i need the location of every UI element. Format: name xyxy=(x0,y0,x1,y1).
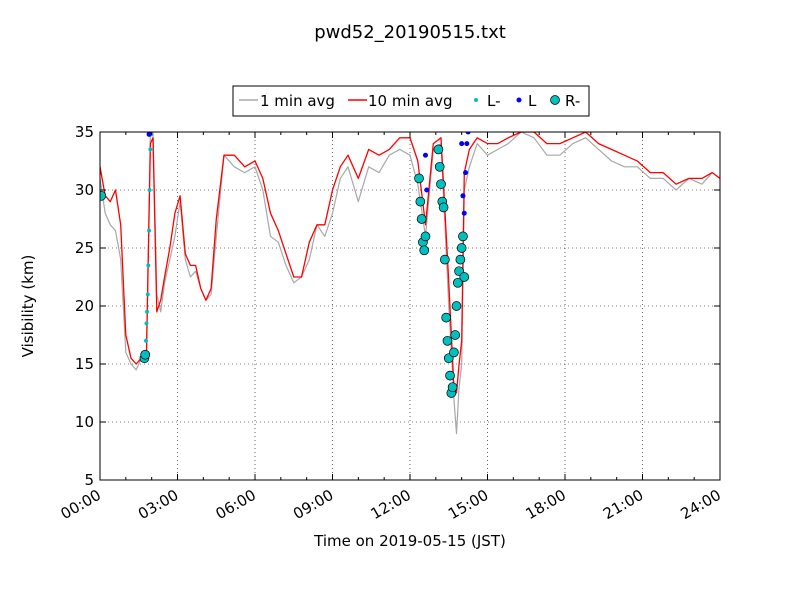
x-tick-label: 15:00 xyxy=(445,486,491,523)
series-l-point xyxy=(146,132,152,137)
series-r-minus-point xyxy=(434,161,445,172)
legend-box xyxy=(232,85,590,117)
y-tick-label: 10 xyxy=(75,413,94,431)
series-r-minus-point xyxy=(436,179,446,190)
series-l-point xyxy=(460,193,466,199)
legend-label-rminus: R- xyxy=(565,92,580,110)
series-r-minus-point xyxy=(442,335,453,346)
series-r-minus-point xyxy=(452,277,463,288)
legend-swatch-lminus xyxy=(474,98,478,102)
series-r-minus-point xyxy=(456,243,467,253)
series-l-minus-point xyxy=(145,309,150,314)
series-r-minus-point xyxy=(445,370,455,381)
x-tick-label: 24:00 xyxy=(678,486,724,523)
x-tick-label: 12:00 xyxy=(368,486,414,523)
series-r-minus-point xyxy=(420,231,431,242)
legend-swatch-rminus xyxy=(550,95,560,105)
series-r-minus-point xyxy=(447,382,458,393)
series-r-minus-point xyxy=(455,254,466,265)
plot-area xyxy=(100,132,720,435)
series-l-minus-point xyxy=(145,292,150,297)
series-l-minus-point xyxy=(146,263,151,268)
series-r-minus-point xyxy=(100,190,107,201)
series-r-minus-point xyxy=(433,144,444,155)
series-l-point xyxy=(423,152,428,158)
series-l-point xyxy=(464,141,470,147)
chart-title: pwd52_20190515.txt xyxy=(314,22,506,43)
x-tick-label: 09:00 xyxy=(290,486,336,523)
series-r-minus xyxy=(100,144,470,398)
series-l-point xyxy=(463,170,469,176)
series-r-minus-point xyxy=(459,272,470,282)
grid xyxy=(100,132,720,480)
series-l-point xyxy=(424,187,430,193)
series-r-minus-point xyxy=(449,347,459,358)
series-r-minus-point xyxy=(415,196,426,207)
series-r-minus-point xyxy=(419,245,430,256)
y-tick-label: 5 xyxy=(84,471,94,489)
series-r-minus-point xyxy=(438,202,449,213)
legend-label-lminus: L- xyxy=(487,92,501,110)
series-l-point xyxy=(461,210,467,216)
series-l-minus-point xyxy=(148,147,153,152)
tick-labels: 00:00 03:00 06:00 09:00 12:00 15:00 18:00 21:00… xyxy=(58,123,724,523)
series-r-minus-point xyxy=(414,173,424,184)
y-tick-label: 25 xyxy=(75,239,94,257)
legend-label-10min: 10 min avg xyxy=(368,92,453,110)
series-r-minus-point xyxy=(441,312,452,323)
series-r-minus-point xyxy=(416,214,427,224)
series-l-point xyxy=(459,141,465,147)
series-l-point xyxy=(465,132,471,135)
x-tick-label: 18:00 xyxy=(523,486,569,523)
y-tick-label: 35 xyxy=(75,123,94,141)
x-tick-label: 03:00 xyxy=(135,486,181,523)
legend: 1 min avg 10 min avg L- L R- xyxy=(232,85,590,117)
series-l-minus-point xyxy=(147,188,152,192)
y-tick-label: 30 xyxy=(75,181,94,199)
ticks xyxy=(99,131,721,481)
series-l-minus-point xyxy=(143,338,148,343)
x-axis-label: Time on 2019-05-15 (JST) xyxy=(313,532,506,550)
series-r-minus-point xyxy=(450,330,461,340)
series-r-minus-point xyxy=(440,254,450,265)
series-10min-avg-line xyxy=(100,132,720,394)
legend-label-1min: 1 min avg xyxy=(260,92,335,110)
y-tick-label: 15 xyxy=(75,355,94,373)
series-r-minus-point xyxy=(458,231,468,242)
y-axis-label: Visibility (km) xyxy=(19,255,37,358)
legend-label-l: L xyxy=(528,92,537,110)
x-tick-label: 06:00 xyxy=(213,486,259,523)
x-tick-label: 21:00 xyxy=(600,486,646,523)
series-1min-avg-line xyxy=(100,132,720,435)
legend-swatch-l xyxy=(516,97,522,103)
series-r-minus-point xyxy=(140,349,151,360)
series-l-minus-point xyxy=(147,228,152,233)
y-tick-label: 20 xyxy=(75,297,94,315)
x-tick-label: 00:00 xyxy=(58,486,104,523)
series-l-minus-point xyxy=(144,321,149,326)
series-l xyxy=(146,132,471,216)
series-r-minus-point xyxy=(451,301,462,311)
